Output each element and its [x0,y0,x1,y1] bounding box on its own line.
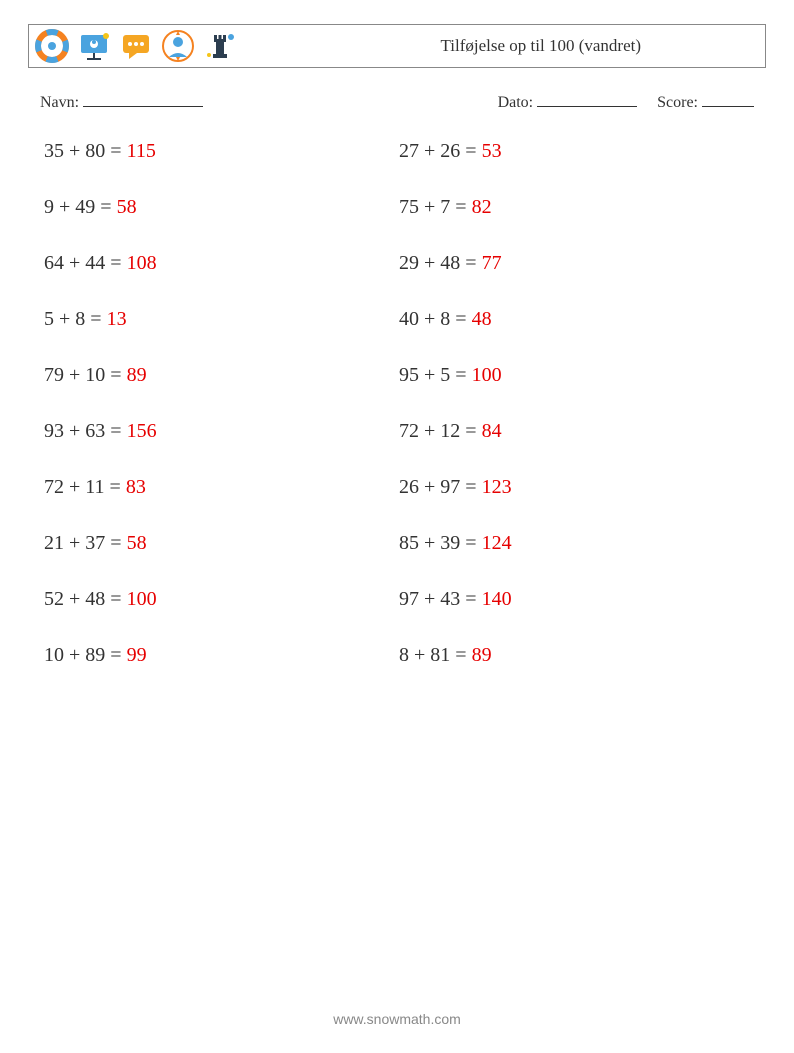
problem-answer: 123 [482,476,512,498]
problem-answer: 58 [127,532,147,554]
problem-answer: 82 [472,196,492,218]
right-fields: Dato: Score: [498,92,754,112]
problem-answer: 108 [127,252,157,274]
problem-answer: 100 [127,588,157,610]
problem: 5 + 8 = 13 [44,308,379,331]
problem-expression: 93 + 63 = [44,420,127,442]
problem-answer: 100 [472,364,502,386]
problem-answer: 58 [117,196,137,218]
problem: 21 + 37 = 58 [44,532,379,555]
problem-expression: 72 + 11 = [44,476,126,498]
problem-answer: 77 [482,252,502,274]
problem-expression: 35 + 80 = [44,140,127,162]
name-field: Navn: [40,92,203,112]
user-compass-icon [161,29,195,63]
date-blank[interactable] [537,92,637,107]
score-label: Score: [657,94,698,111]
problem-answer: 83 [126,476,146,498]
problem-answer: 89 [127,364,147,386]
footer-link[interactable]: www.snowmath.com [0,1011,794,1027]
problem: 8 + 81 = 89 [399,644,734,667]
problem-expression: 29 + 48 = [399,252,482,274]
problem-expression: 95 + 5 = [399,364,472,386]
problem: 85 + 39 = 124 [399,532,734,555]
problem: 35 + 80 = 115 [44,140,379,163]
problem-answer: 89 [472,644,492,666]
problem: 64 + 44 = 108 [44,252,379,275]
chat-icon [119,29,153,63]
problem-expression: 52 + 48 = [44,588,127,610]
problem-answer: 99 [127,644,147,666]
problem: 97 + 43 = 140 [399,588,734,611]
problem-answer: 53 [482,140,502,162]
worksheet-title: Tilføjelse op til 100 (vandret) [440,36,751,56]
problem: 26 + 97 = 123 [399,476,734,499]
problem-expression: 85 + 39 = [399,532,482,554]
problem: 79 + 10 = 89 [44,364,379,387]
lifebuoy-icon [35,29,69,63]
problem: 72 + 11 = 83 [44,476,379,499]
problem-expression: 8 + 81 = [399,644,472,666]
problem-answer: 13 [107,308,127,330]
presentation-icon [77,29,111,63]
problem-answer: 140 [482,588,512,610]
date-field: Dato: [498,92,638,112]
problem-answer: 124 [482,532,512,554]
problem-expression: 72 + 12 = [399,420,482,442]
problem: 75 + 7 = 82 [399,196,734,219]
score-blank[interactable] [702,92,754,107]
problem: 10 + 89 = 99 [44,644,379,667]
problem: 27 + 26 = 53 [399,140,734,163]
problem: 95 + 5 = 100 [399,364,734,387]
problem-expression: 75 + 7 = [399,196,472,218]
problem-answer: 48 [472,308,492,330]
problem-expression: 10 + 89 = [44,644,127,666]
problem-expression: 9 + 49 = [44,196,117,218]
problem: 93 + 63 = 156 [44,420,379,443]
problem-expression: 26 + 97 = [399,476,482,498]
header-box: Tilføjelse op til 100 (vandret) [28,24,766,68]
problem-expression: 21 + 37 = [44,532,127,554]
problem: 40 + 8 = 48 [399,308,734,331]
name-blank[interactable] [83,92,203,107]
date-label: Dato: [498,94,534,111]
problem: 72 + 12 = 84 [399,420,734,443]
problem-expression: 64 + 44 = [44,252,127,274]
problem-expression: 5 + 8 = [44,308,107,330]
problem-answer: 84 [482,420,502,442]
problem-answer: 156 [127,420,157,442]
problems-grid: 35 + 80 = 115 27 + 26 = 53 9 + 49 = 58 75 +… [44,140,734,667]
score-field: Score: [657,92,754,112]
problem-expression: 79 + 10 = [44,364,127,386]
problem: 29 + 48 = 77 [399,252,734,275]
chess-rook-icon [203,29,237,63]
problem: 52 + 48 = 100 [44,588,379,611]
problem-expression: 27 + 26 = [399,140,482,162]
icon-row [35,29,237,63]
name-label: Navn: [40,94,79,111]
problem-answer: 115 [127,140,156,162]
fields-row: Navn: Dato: Score: [40,92,754,112]
problem-expression: 97 + 43 = [399,588,482,610]
problem-expression: 40 + 8 = [399,308,472,330]
problem: 9 + 49 = 58 [44,196,379,219]
